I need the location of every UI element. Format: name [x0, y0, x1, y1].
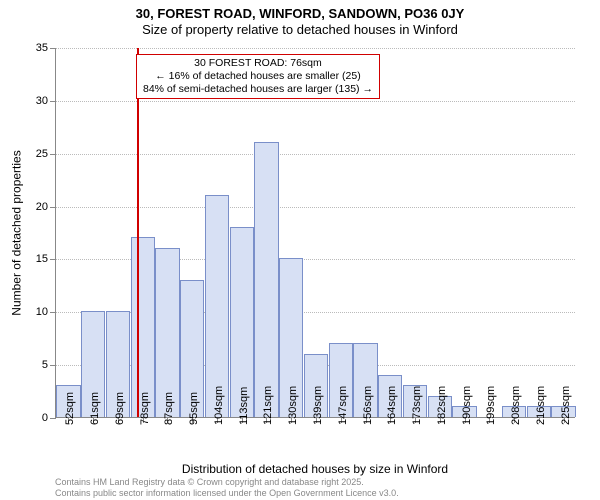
x-tick-label: 95sqm [188, 392, 200, 425]
y-tick-label: 30 [36, 95, 56, 107]
y-tick-label: 10 [36, 306, 56, 318]
x-tick-label: 182sqm [436, 386, 448, 425]
x-tick-label: 104sqm [213, 386, 225, 425]
footer-line2: Contains public sector information licen… [55, 488, 399, 498]
x-tick-label: 216sqm [535, 386, 547, 425]
annotation-line3: 84% of semi-detached houses are larger (… [143, 83, 373, 96]
x-tick-label: 147sqm [337, 386, 349, 425]
y-tick-label: 15 [36, 253, 56, 265]
y-axis-label: Number of detached properties [10, 150, 24, 315]
annotation-line2: ← 16% of detached houses are smaller (25… [143, 70, 373, 83]
histogram-bar [131, 237, 155, 417]
y-axis-label-wrap: Number of detached properties [10, 48, 24, 418]
x-tick-label: 199sqm [485, 386, 497, 425]
y-tick-label: 25 [36, 148, 56, 160]
x-tick-label: 139sqm [312, 386, 324, 425]
x-tick-label: 130sqm [287, 386, 299, 425]
marker-annotation-box: 30 FOREST ROAD: 76sqm ← 16% of detached … [136, 54, 380, 99]
title-block: 30, FOREST ROAD, WINFORD, SANDOWN, PO36 … [0, 0, 600, 39]
x-axis-label: Distribution of detached houses by size … [55, 462, 575, 476]
x-tick-label: 52sqm [64, 392, 76, 425]
chart-container: 30, FOREST ROAD, WINFORD, SANDOWN, PO36 … [0, 0, 600, 500]
plot-area: 0510152025303552sqm61sqm69sqm78sqm87sqm9… [55, 48, 575, 418]
histogram-bar [205, 195, 229, 417]
histogram-bar [254, 142, 278, 417]
chart-title-address: 30, FOREST ROAD, WINFORD, SANDOWN, PO36 … [0, 6, 600, 22]
y-tick-label: 0 [42, 412, 56, 424]
x-tick-label: 61sqm [89, 392, 101, 425]
x-tick-label: 225sqm [560, 386, 572, 425]
x-tick-label: 87sqm [163, 392, 175, 425]
x-tick-label: 121sqm [262, 386, 274, 425]
chart-subtitle: Size of property relative to detached ho… [0, 22, 600, 38]
x-tick-label: 173sqm [411, 386, 423, 425]
footer-line1: Contains HM Land Registry data © Crown c… [55, 477, 399, 487]
reference-marker-line [137, 48, 139, 417]
y-tick-label: 20 [36, 201, 56, 213]
grid-line [56, 154, 575, 155]
x-tick-label: 208sqm [510, 386, 522, 425]
x-tick-label: 69sqm [114, 392, 126, 425]
y-tick-label: 35 [36, 42, 56, 54]
grid-line [56, 101, 575, 102]
x-tick-label: 78sqm [139, 392, 151, 425]
y-tick-label: 5 [42, 359, 56, 371]
grid-line [56, 207, 575, 208]
x-tick-label: 156sqm [362, 386, 374, 425]
annotation-line1: 30 FOREST ROAD: 76sqm [143, 57, 373, 70]
x-tick-label: 190sqm [461, 386, 473, 425]
x-tick-label: 164sqm [386, 386, 398, 425]
footer-attribution: Contains HM Land Registry data © Crown c… [55, 477, 399, 498]
x-tick-label: 113sqm [238, 387, 250, 425]
grid-line [56, 48, 575, 49]
